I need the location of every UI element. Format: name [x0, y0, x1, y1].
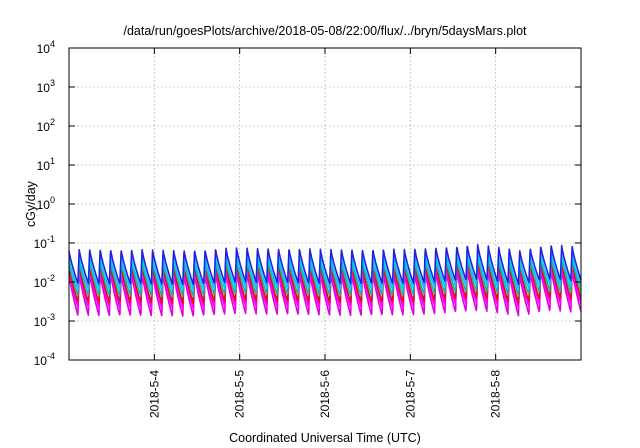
series-line-6: [68, 244, 582, 286]
y-tick-exponent: 0: [50, 195, 55, 205]
y-tick-exponent: 3: [50, 78, 55, 88]
y-tick-exponent: 1: [50, 156, 55, 166]
x-axis: 2018-5-4 2018-5-5 2018-5-6 2018-5-7 2018-5-8: [147, 48, 503, 418]
x-tick-label: 2018-5-6: [318, 370, 332, 418]
x-axis-label: Coordinated Universal Time (UTC): [229, 431, 421, 445]
series-line-2: [68, 263, 582, 310]
y-tick-exponent: -3: [47, 312, 55, 322]
y-tick-exponent: 2: [50, 117, 55, 127]
x-tick-label: 2018-5-8: [489, 370, 503, 418]
y-tick-label: 104: [37, 39, 55, 56]
series-line-3: [68, 259, 582, 304]
x-tick-label: 2018-5-7: [403, 370, 417, 418]
chart-title: /data/run/goesPlots/archive/2018-05-08/2…: [123, 24, 527, 38]
y-tick-exponent: 4: [50, 39, 55, 49]
y-tick-exponent: -4: [47, 351, 55, 361]
x-tick-label: 2018-5-5: [233, 370, 247, 418]
series-line-1: [68, 266, 582, 317]
y-tick-exponent: -2: [47, 273, 55, 283]
y-tick-label: 103: [37, 78, 55, 95]
x-tick-label: 2018-5-4: [147, 370, 161, 418]
y-tick-label: 100: [37, 195, 55, 212]
y-tick-label: 102: [37, 117, 55, 134]
series-line-4: [68, 255, 582, 298]
series-group: [68, 244, 582, 317]
y-tick-exponent: -1: [47, 234, 55, 244]
y-tick-label: 10-4: [34, 351, 55, 368]
series-line-5: [68, 251, 582, 291]
y-tick-label: 10-2: [34, 273, 55, 290]
y-tick-label: 10-3: [34, 312, 55, 329]
grid: [69, 48, 581, 360]
y-tick-label: 101: [37, 156, 55, 173]
y-axis-label: cGy/day: [24, 180, 38, 227]
y-tick-label: 10-1: [34, 234, 55, 251]
